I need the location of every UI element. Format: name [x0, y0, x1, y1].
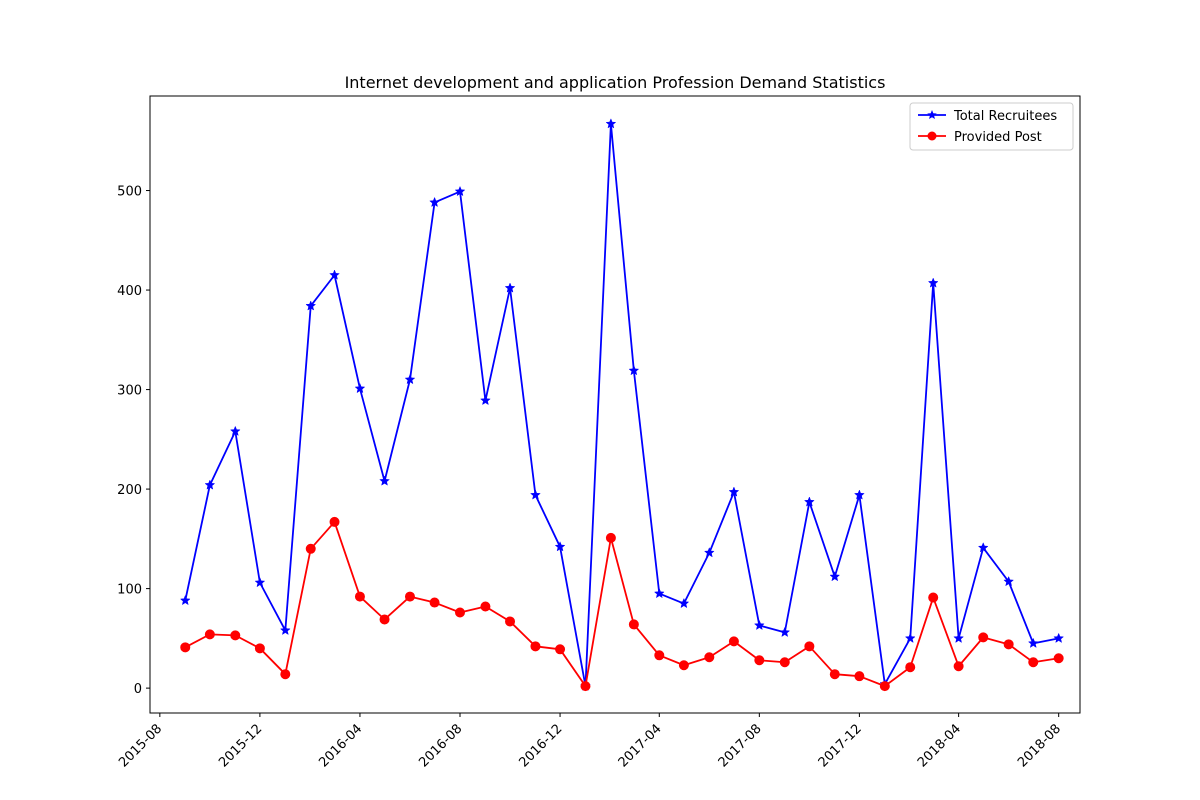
legend-label: Total Recruitees: [953, 109, 1057, 124]
plot-frame: [149, 95, 1081, 714]
data-point: [305, 543, 316, 554]
data-point: [1027, 637, 1039, 648]
data-point: [404, 373, 416, 385]
data-point: [678, 597, 690, 609]
data-point: [254, 576, 266, 588]
data-point: [753, 619, 765, 631]
data-point: [1003, 575, 1015, 587]
data-point: [854, 671, 865, 682]
y-tick-label: 500: [117, 185, 142, 200]
legend-label: Provided Post: [954, 130, 1042, 145]
data-point: [480, 394, 491, 406]
data-point: [354, 382, 366, 394]
legend: Total Recruitees Provided Post: [909, 102, 1074, 151]
data-point: [854, 489, 865, 500]
data-point: [305, 300, 317, 311]
data-point: [379, 614, 390, 625]
data-point: [530, 641, 541, 652]
data-point: [978, 632, 989, 643]
data-point: [779, 657, 790, 668]
data-point: [628, 364, 640, 376]
data-point: [829, 669, 840, 680]
data-point: [580, 681, 591, 692]
data-point: [728, 636, 739, 647]
data-point: [628, 619, 639, 630]
y-tick-label: 200: [117, 483, 142, 498]
data-point: [530, 489, 541, 500]
data-point: [1003, 639, 1014, 650]
data-point: [927, 277, 939, 288]
data-point: [654, 650, 665, 661]
data-point: [204, 479, 216, 490]
data-point: [379, 475, 390, 486]
data-point: [555, 644, 566, 655]
data-point: [429, 597, 440, 608]
data-point: [1028, 657, 1039, 668]
data-point: [254, 643, 265, 654]
data-point: [605, 532, 616, 543]
data-point: [455, 607, 465, 618]
data-point: [904, 632, 916, 643]
series-line-2: [184, 521, 1059, 688]
legend-box: [909, 102, 1074, 151]
data-point: [653, 587, 665, 599]
data-point: [953, 661, 964, 672]
data-point: [829, 570, 841, 582]
data-point: [905, 662, 916, 673]
data-point: [504, 282, 516, 293]
data-point: [803, 496, 815, 507]
y-tick-label: 400: [117, 284, 142, 299]
data-point: [329, 269, 340, 280]
data-point: [204, 629, 215, 640]
data-point: [454, 185, 466, 197]
legend-marker: [927, 110, 937, 120]
data-point: [703, 547, 715, 558]
data-point: [505, 616, 516, 627]
data-point: [879, 681, 890, 692]
data-point: [429, 196, 440, 208]
y-tick-label: 100: [117, 583, 142, 598]
data-point: [754, 655, 765, 666]
data-point: [554, 541, 566, 552]
y-tick-label: 300: [117, 384, 142, 399]
data-point: [928, 592, 939, 603]
data-point: [1053, 632, 1065, 643]
data-point: [179, 594, 191, 606]
data-point: [1053, 653, 1064, 664]
data-point: [180, 642, 191, 653]
data-point: [354, 591, 365, 602]
y-tick-label: 0: [134, 682, 142, 697]
data-point: [605, 118, 617, 129]
data-point: [804, 641, 815, 652]
data-point: [779, 626, 791, 637]
data-point: [480, 601, 491, 612]
data-point: [229, 425, 241, 436]
series-line-1: [184, 122, 1059, 688]
legend-marker: [927, 131, 937, 141]
data-point: [280, 669, 291, 680]
data-point: [728, 486, 740, 497]
data-point: [230, 630, 241, 641]
data-point: [329, 516, 340, 527]
chart-title: Internet development and application Pro…: [345, 73, 886, 92]
data-point: [279, 624, 291, 635]
data-point: [704, 652, 715, 663]
data-point: [404, 591, 415, 602]
data-point: [678, 660, 689, 671]
data-point: [977, 542, 989, 553]
data-point: [953, 632, 965, 643]
